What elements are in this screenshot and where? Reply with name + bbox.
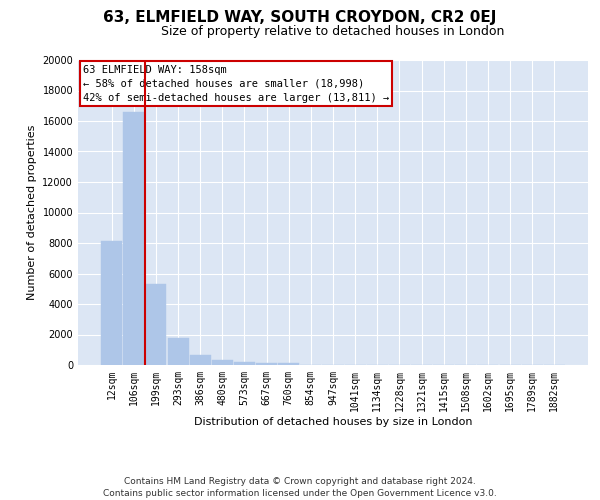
Text: 63 ELMFIELD WAY: 158sqm
← 58% of detached houses are smaller (18,998)
42% of sem: 63 ELMFIELD WAY: 158sqm ← 58% of detache… <box>83 64 389 102</box>
Bar <box>212 360 233 365</box>
Title: Size of property relative to detached houses in London: Size of property relative to detached ho… <box>161 25 505 38</box>
Bar <box>167 338 188 365</box>
X-axis label: Distribution of detached houses by size in London: Distribution of detached houses by size … <box>194 416 472 426</box>
Bar <box>234 362 255 365</box>
Text: 63, ELMFIELD WAY, SOUTH CROYDON, CR2 0EJ: 63, ELMFIELD WAY, SOUTH CROYDON, CR2 0EJ <box>103 10 497 25</box>
Bar <box>124 112 145 365</box>
Bar <box>278 363 299 365</box>
Bar <box>145 284 166 365</box>
Bar <box>190 355 211 365</box>
Text: Contains HM Land Registry data © Crown copyright and database right 2024.
Contai: Contains HM Land Registry data © Crown c… <box>103 476 497 498</box>
Y-axis label: Number of detached properties: Number of detached properties <box>27 125 37 300</box>
Bar <box>256 362 277 365</box>
Bar <box>101 242 122 365</box>
